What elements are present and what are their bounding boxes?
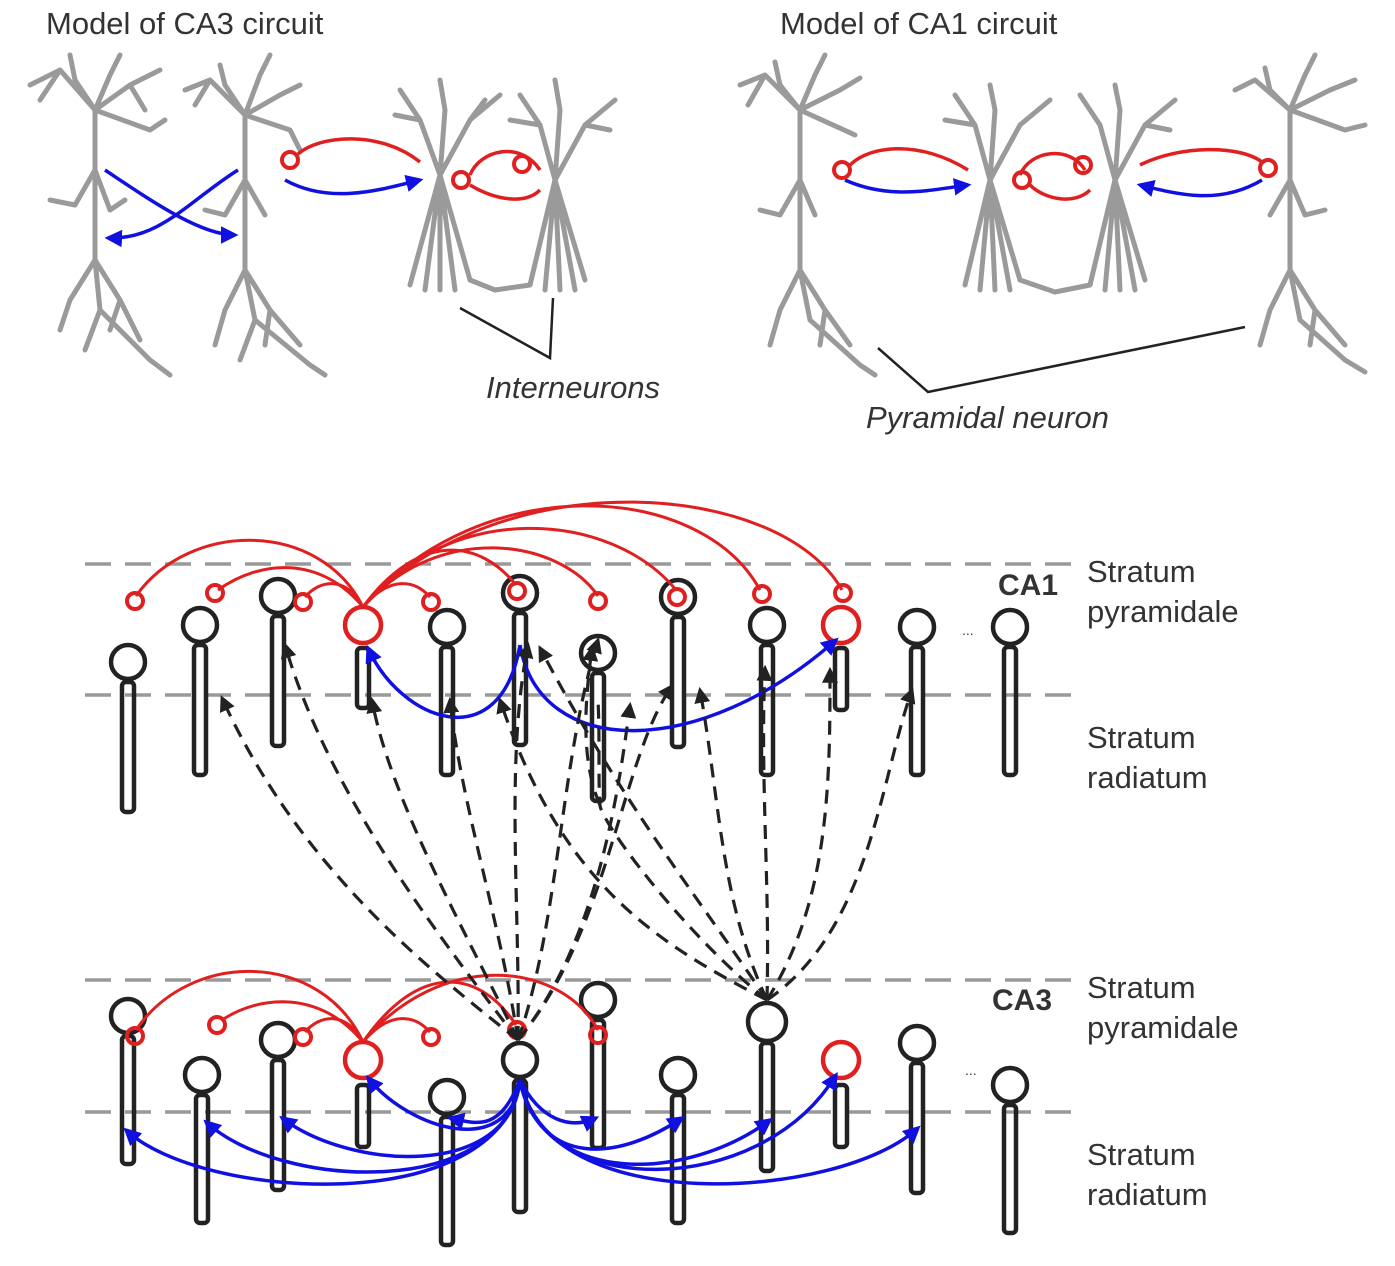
ca1-model-connections <box>844 147 1264 201</box>
ca3-radiatum-label-line2: radiatum <box>1087 1177 1208 1212</box>
ca1-interneuron-mutual-inhibition-1 <box>1018 152 1087 176</box>
pyramidal-neuron-pointer <box>877 325 1246 394</box>
ca1-model-title: Model of CA1 circuit <box>780 6 1058 41</box>
interneurons-label: Interneurons <box>486 370 660 405</box>
ca3-cell <box>658 1055 698 1226</box>
ca3-model-connections <box>104 137 542 248</box>
ca1-model-synapses <box>832 155 1278 190</box>
ca3-pyramidal-neuron-1 <box>27 52 173 378</box>
ca3-interneuron-cell <box>832 1082 850 1150</box>
ca3-radiatum-label-line1: Stratum <box>1087 1137 1196 1172</box>
ca1-radiatum-label-line1: Stratum <box>1087 720 1196 755</box>
ca1-ellipsis: ... <box>962 622 974 638</box>
ca1-interneuron-mutual-inhibition-2 <box>1028 183 1092 201</box>
layer-boundaries <box>85 562 1078 1114</box>
ca1-inhibitory-projections <box>134 500 844 609</box>
ca3-inhibitory-projections <box>134 969 600 1043</box>
ca1-pyramidale-label-line1: Stratum <box>1087 554 1196 589</box>
ca3-interneuron-2 <box>467 77 618 293</box>
ca3-ellipsis: ... <box>965 1062 977 1078</box>
ca3-cell <box>182 1055 222 1226</box>
ca1-pyramidale-label-line2: pyramidale <box>1087 594 1239 629</box>
ca3-pyramidale-label-line1: Stratum <box>1087 970 1196 1005</box>
ca3-pyr-to-interneuron-excitation <box>284 174 424 196</box>
interneurons-pointer <box>459 297 555 361</box>
ca3-interneuron-mutual-inhibition-2 <box>469 183 542 201</box>
ca1-interneuron-to-pyr1-inhibition <box>848 147 969 172</box>
ca3-cell <box>745 1000 789 1174</box>
ca1-interneuron-cell <box>832 645 850 713</box>
ca1-cell <box>897 607 937 778</box>
ca1-pyramidal-neuron-1 <box>737 52 878 378</box>
ca1-region-label: CA1 <box>998 569 1058 602</box>
ca1-interneuron-to-pyr2-inhibition <box>1139 147 1264 167</box>
ca3-pyramidal-neuron-2 <box>182 52 328 378</box>
ca1-model-neurons <box>737 52 1368 378</box>
ca3-cell <box>258 1020 298 1193</box>
ca1-cell <box>658 577 698 750</box>
ca1-inhibitory-synapses <box>125 581 853 612</box>
ca3-region-label: CA3 <box>992 984 1052 1017</box>
schaffer-collateral-projections <box>220 636 916 1042</box>
ca3-pyramidale-label-line2: pyramidale <box>1087 1010 1239 1045</box>
ca1-cell <box>108 642 148 815</box>
ca1-pyr1-to-interneuron-excitation <box>844 178 972 196</box>
ca1-radiatum-label-line2: radiatum <box>1087 760 1208 795</box>
ca3-interneuron-1 <box>392 77 503 293</box>
ca1-interneuron-1 <box>942 82 1053 293</box>
ca1-cell <box>990 607 1030 778</box>
ca3-interneuron-mutual-inhibition-1 <box>468 149 542 176</box>
ca1-cell <box>427 607 467 778</box>
pyramidal-neuron-label: Pyramidal neuron <box>866 400 1109 435</box>
ca1-interneuron-cell <box>354 645 372 711</box>
ca3-interneuron-to-pyr-inhibition <box>296 137 422 164</box>
ca1-pyramidal-neuron-2 <box>1232 52 1368 375</box>
ca3-recurrent-excitation-1 <box>104 168 239 244</box>
ca1-pyr2-to-interneuron-excitation <box>1136 178 1263 198</box>
ca3-model-neurons <box>27 52 618 378</box>
ca3-model-synapses <box>280 150 532 190</box>
ca3-recurrent-excitation-2 <box>104 168 239 248</box>
ca3-cell <box>897 1023 937 1196</box>
ca3-interneuron-cell <box>354 1082 372 1150</box>
ca1-cell <box>500 573 540 748</box>
ca1-cell <box>747 605 787 778</box>
ca3-cells <box>108 980 1030 1248</box>
ca3-cell <box>990 1065 1030 1236</box>
ca3-excitatory-projections <box>123 1072 921 1186</box>
ca1-interneuron-2 <box>1017 82 1178 295</box>
ca3-cell <box>500 1040 540 1215</box>
ca3-model-title: Model of CA3 circuit <box>46 6 324 41</box>
ca1-cell <box>180 605 220 778</box>
ca1-excitatory-projections <box>365 637 839 733</box>
